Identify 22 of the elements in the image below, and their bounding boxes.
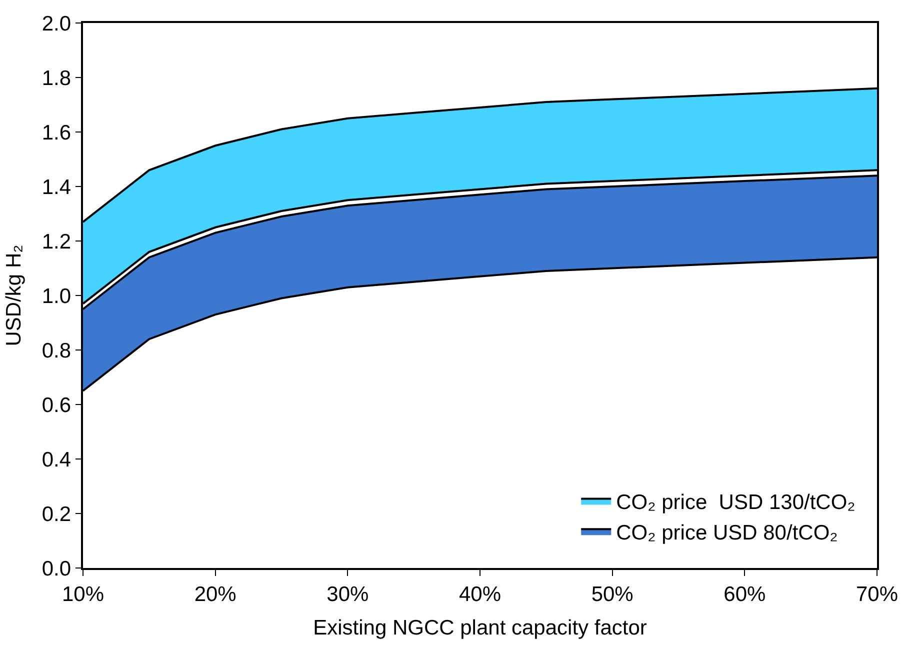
y-tick-label: 1.4	[42, 176, 72, 199]
y-tick-label: 0.2	[42, 502, 72, 526]
y-axis-title: USD/kg H₂	[2, 244, 26, 346]
y-tick-label: 1.8	[42, 66, 72, 90]
y-tick-label: 1.0	[42, 284, 72, 308]
y-tick-label: 2.0	[42, 12, 72, 36]
legend-label: CO₂ price USD 80/tCO₂	[616, 521, 838, 544]
y-tick-label: 0.0	[42, 557, 72, 580]
y-tick-label: 0.6	[42, 394, 72, 417]
x-tick-label: 20%	[194, 582, 236, 606]
x-tick-label: 10%	[62, 582, 104, 606]
x-axis-title: Existing NGCC plant capacity factor	[313, 616, 647, 640]
legend-label: CO₂ price USD 130/tCO₂	[616, 490, 856, 514]
x-tick-label: 40%	[458, 582, 502, 606]
y-tick-label: 0.4	[42, 448, 72, 472]
y-tick-label: 1.2	[42, 230, 72, 254]
y-tick-label: 1.6	[42, 121, 72, 144]
x-tick-label: 60%	[724, 582, 766, 606]
x-tick-label: 70%	[856, 582, 898, 606]
x-tick-label: 50%	[591, 582, 634, 606]
y-tick-label: 0.8	[42, 339, 72, 362]
x-tick-label: 30%	[326, 582, 369, 606]
